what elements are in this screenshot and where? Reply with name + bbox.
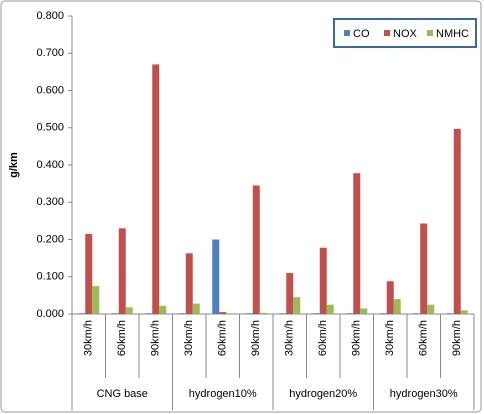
y-tick-label: 0.800	[36, 10, 64, 22]
bar	[212, 239, 220, 314]
bar	[178, 313, 186, 314]
x-tick-label: 90km/h	[150, 320, 162, 356]
bar	[326, 304, 334, 314]
legend-swatch	[427, 30, 433, 36]
x-tick-label: 60km/h	[317, 320, 329, 356]
bar	[125, 307, 133, 314]
bar	[420, 223, 428, 314]
bar	[111, 313, 119, 314]
bar	[319, 247, 327, 314]
bar	[152, 64, 160, 314]
bar	[286, 273, 294, 314]
bar	[245, 313, 253, 314]
bar	[279, 313, 287, 314]
bar	[453, 128, 461, 314]
bar	[360, 308, 368, 314]
y-tick-label: 0.000	[36, 308, 64, 320]
bar	[145, 313, 153, 314]
bar	[226, 313, 234, 314]
bar	[293, 297, 301, 314]
y-tick-label: 0.700	[36, 47, 64, 59]
group-label: CNG base	[97, 388, 148, 400]
legend-label: NOX	[393, 28, 418, 40]
legend-swatch	[384, 30, 390, 36]
bar	[219, 312, 227, 314]
x-tick-label: 90km/h	[451, 320, 463, 356]
y-axis-label: g/km	[8, 152, 20, 178]
legend-label: NMHC	[436, 28, 469, 40]
bar	[460, 310, 468, 314]
bar	[92, 286, 100, 314]
bar	[379, 313, 387, 314]
group-label: hydrogen30%	[390, 388, 458, 400]
y-tick-label: 0.600	[36, 84, 64, 96]
x-tick-label: 60km/h	[418, 320, 430, 356]
bar	[85, 233, 93, 314]
bar	[192, 303, 200, 314]
bar	[346, 313, 354, 314]
group-label: hydrogen20%	[289, 388, 357, 400]
x-tick-label: 30km/h	[83, 320, 95, 356]
bar	[413, 313, 421, 314]
group-label: hydrogen10%	[189, 388, 257, 400]
x-tick-label: 30km/h	[384, 320, 396, 356]
bar	[78, 313, 86, 314]
legend-label: CO	[353, 28, 370, 40]
legend-box	[333, 18, 477, 48]
bar	[446, 313, 454, 314]
bar	[393, 299, 401, 314]
bar	[259, 312, 267, 314]
x-tick-label: 90km/h	[351, 320, 363, 356]
legend-swatch	[344, 30, 350, 36]
bar	[427, 304, 435, 314]
bar	[386, 281, 394, 314]
y-tick-label: 0.500	[36, 122, 64, 134]
bar	[252, 185, 260, 314]
bar	[118, 228, 126, 314]
bar	[312, 313, 320, 314]
y-tick-label: 0.400	[36, 159, 64, 171]
x-tick-label: 90km/h	[250, 320, 262, 356]
y-tick-label: 0.300	[36, 196, 64, 208]
bar	[353, 173, 361, 314]
bar	[159, 305, 167, 314]
bar	[185, 253, 193, 314]
y-tick-label: 0.100	[36, 271, 64, 283]
x-tick-label: 30km/h	[284, 320, 296, 356]
x-tick-label: 60km/h	[116, 320, 128, 356]
x-tick-label: 60km/h	[217, 320, 229, 356]
y-tick-label: 0.200	[36, 233, 64, 245]
x-tick-label: 30km/h	[183, 320, 195, 356]
